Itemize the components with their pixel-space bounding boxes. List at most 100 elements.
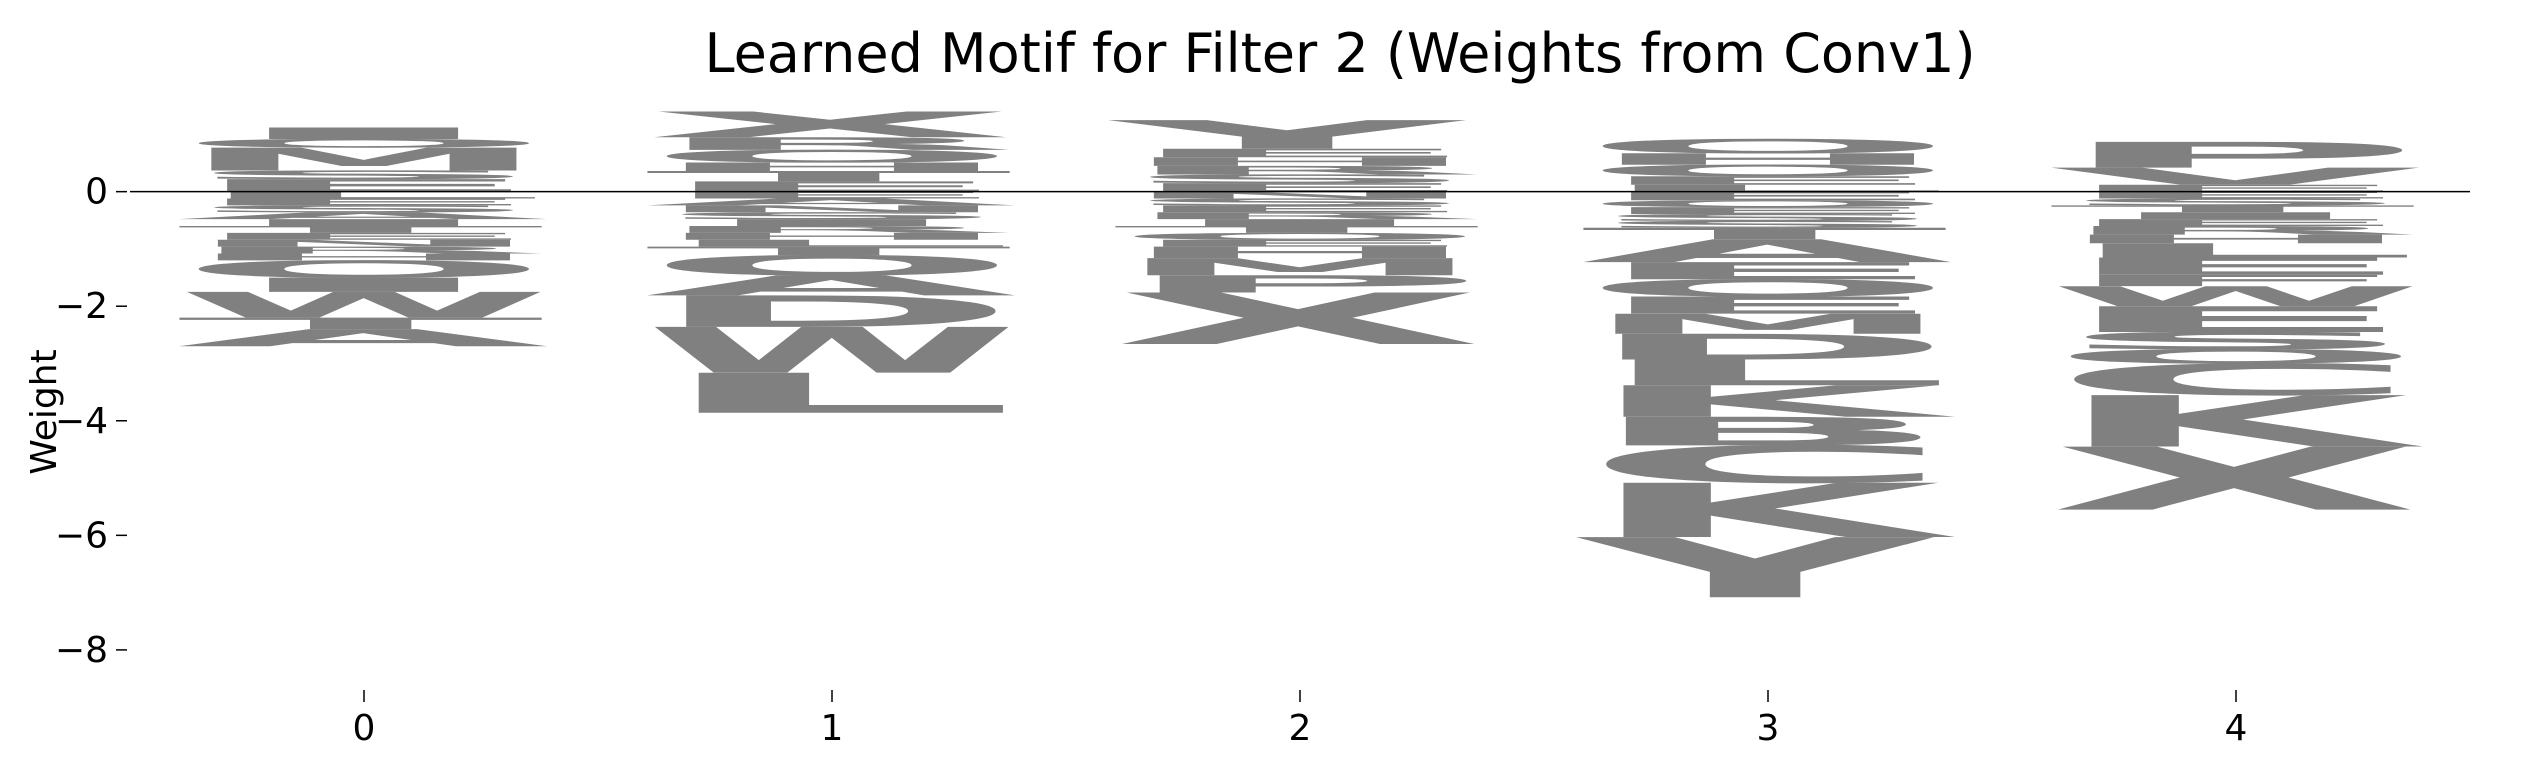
logo-letter-2-neg-1: S [1113,197,1487,208]
logo-letter-3-neg-7: E [1581,258,1955,285]
logo-letter-4-neg-15: K [2049,381,2427,463]
logo-letter-3-neg-5: T [1581,225,1952,243]
logo-letter-2-neg-7: E [1113,238,1487,249]
x-tick-label-3: 3 [1757,708,1780,749]
logo-letter-0-pos-1: S [177,168,551,182]
logo-letter-2-neg-9: M [1113,253,1487,280]
x-tick-label-4: 4 [2225,708,2248,749]
logo-letter-4-neg-5: R [2049,224,2423,238]
plot-area: ESMOILESAITENRHOIWTAETHORXEANSIRHLTOADWL… [177,105,2427,617]
logo-letter-3-neg-8: O [1581,275,1955,302]
logo-letter-1-neg-7: L [645,238,1019,249]
logo-letter-3-neg-1: O [1581,198,1955,209]
logo-letter-0-neg-8: R [177,245,551,256]
logo-letter-1-neg-1: A [645,197,1021,208]
logo-letter-4-neg-14: C [2049,355,2423,405]
logo-letter-0-neg-2: S [177,204,551,215]
y-tick-label-4: −8 [55,630,108,671]
logo-letter-0-pos-0: E [177,176,551,196]
logo-letter-3-pos-1: E [1581,174,1955,188]
logo-letter-4-pos-0: E [2049,183,2423,194]
logo-letter-0-neg-4: I [177,217,551,228]
logo-letter-1-pos-2: H [645,160,1019,174]
logo-letter-1-neg-4: I [645,217,1019,228]
axes: 0 −2 −4 −6 −8 0 1 2 3 4 [55,172,2470,749]
logo-letter-3-neg-3: S [1581,212,1955,223]
logo-letter-1-neg-12: W [645,314,1019,387]
logo-letter-0-neg-6: E [177,231,551,242]
logo-letter-4-neg-10: W [2049,281,2423,313]
y-tick-label-3: −6 [55,515,108,556]
y-tick-label-1: −2 [55,286,108,327]
y-axis-label: Weight [24,349,65,474]
logo-letter-4-neg-6: H [2049,232,2423,246]
logo-letter-4-neg-1: S [2049,197,2423,208]
logo-letter-3-neg-6: A [1581,233,1957,270]
x-tick-label-2: 2 [1289,708,1312,749]
logo-letter-4-neg-13: O [2049,345,2423,368]
logo-letter-3-pos-4: O [1581,135,1955,158]
x-tick-label-1: 1 [821,708,844,749]
logo-letter-4-neg-0: E [2049,190,2423,201]
logo-letter-2-neg-4: I [1113,217,1487,228]
logo-letter-3-neg-12: L [1581,353,1955,394]
logo-letter-0-neg-0: L [177,190,551,201]
logo-letter-1-neg-10: A [645,270,1021,302]
logo-letter-0-pos-4: I [177,124,551,142]
x-tick-label-0: 0 [353,708,376,749]
logo-letter-3-neg-0: E [1581,189,1955,203]
logo-letter-0-neg-11: I [177,274,551,297]
chart-title: Learned Motif for Filter 2 (Weights from… [704,22,1975,85]
logo-letter-0-neg-5: T [177,224,548,235]
logo-letter-2-pos-3: H [1113,155,1487,169]
logo-letter-1-neg-0: E [645,190,1019,201]
logo-letter-3-neg-2: E [1581,205,1955,216]
logo-letter-3-neg-14: B [1581,409,1955,455]
logo-letter-2-neg-3: R [1113,210,1487,221]
logo-letter-0-neg-1: E [177,197,551,208]
logo-letter-2-neg-11: X [1113,279,1484,361]
logo-letter-0-neg-9: H [177,252,551,263]
logo-letter-1-neg-6: H [645,231,1019,242]
logo-letter-2-neg-10: P [1113,271,1487,298]
logo-letter-1-neg-11: D [645,287,1019,337]
logo-letter-4-pos-1: V [2049,163,2425,190]
logo-letter-3-neg-15: C [1581,436,1955,495]
logo-letter-1-pos-0: E [645,179,1019,195]
logo-letter-2-pos-2: R [1113,164,1487,178]
logo-letter-3-pos-3: H [1581,150,1955,168]
logo-letter-4-neg-3: I [2049,210,2423,221]
logo-letter-2-pos-5: Y [1105,112,1466,158]
logo-letter-4-neg-12: S [2049,327,2423,354]
logo-letter-2-pos-1: S [1113,172,1487,186]
y-tick-label-0: 0 [85,172,108,213]
logo-letter-0-neg-12: W [177,285,551,326]
logo-letter-1-neg-3: S [645,210,1019,221]
logo-letter-4-neg-2: T [2049,204,2420,215]
logo-letter-3-neg-4: S [1581,219,1955,230]
logo-letter-3-pos-0: L [1581,183,1955,194]
logo-letter-2-neg-0: N [1113,190,1487,201]
logo-letter-1-neg-13: L [645,362,1019,426]
logo-letter-2-neg-2: E [1113,204,1487,215]
logo-letter-0-neg-7: N [177,238,551,249]
logo-letter-0-neg-14: A [177,325,553,352]
logo-letter-0-neg-3: A [177,210,553,221]
logo-letter-1-pos-1: T [645,168,1016,184]
logo-letter-1-pos-4: R [645,134,1019,154]
logo-letter-2-neg-6: O [1113,231,1487,242]
logo-letter-2-neg-5: T [1113,224,1484,235]
logo-letter-3-neg-10: M [1581,308,1955,340]
logo-letter-0-pos-2: M [177,141,551,178]
logo-letter-1-neg-9: O [645,250,1019,282]
logo-letter-1-neg-8: T [645,244,1016,258]
logo-letter-4-pos-2: P [2049,135,2423,176]
logo-letter-0-neg-13: T [177,315,548,333]
logo-letter-0-pos-3: O [177,137,551,151]
logo-letter-3-pos-2: O [1581,162,1955,180]
logo-letter-3-neg-17: Y [1573,521,1934,617]
logo-letter-2-neg-8: H [1113,244,1487,262]
logo-letter-1-pos-3: O [645,146,1019,166]
